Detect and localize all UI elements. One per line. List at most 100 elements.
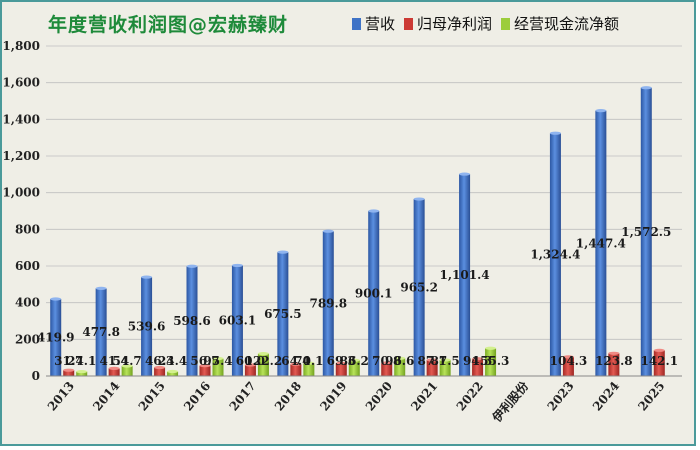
- legend-label-net-profit: 归母净利润: [417, 15, 493, 33]
- x-tick-label: 2023: [545, 379, 577, 414]
- data-label-cash-flow: 95.4: [203, 354, 232, 368]
- bar-cap-net-profit: [608, 351, 620, 355]
- y-tick-label: 1,600: [2, 76, 40, 90]
- bar-revenue: [322, 231, 334, 376]
- bar-cap-net-profit: [472, 357, 484, 361]
- bar-cash-flow: [212, 358, 224, 376]
- data-label-net-profit: 70.8: [372, 354, 401, 368]
- data-label-revenue: 789.8: [309, 297, 347, 311]
- legend-label-cash-flow: 经营现金流净额: [514, 15, 620, 33]
- data-label-net-profit: 56.7: [190, 354, 219, 368]
- bar-cap-cash-flow: [439, 358, 451, 362]
- bar-cap-revenue: [459, 172, 471, 176]
- data-label-revenue: 1,101.4: [440, 268, 490, 282]
- data-label-net-profit: 60.0: [236, 354, 265, 368]
- bar-cap-revenue: [322, 229, 334, 233]
- data-label-cash-flow: 155.3: [472, 354, 510, 368]
- bar-cap-revenue: [368, 209, 380, 213]
- bar-cap-net-profit: [653, 348, 665, 352]
- legend-label-revenue: 营收: [365, 15, 396, 33]
- bar-cap-net-profit: [108, 366, 120, 371]
- bar-cash-flow: [167, 371, 179, 376]
- bar-net-profit: [244, 365, 256, 376]
- bar-net-profit: [426, 360, 438, 376]
- x-tick-label: 2025: [635, 379, 667, 414]
- data-label-revenue: 419.9: [37, 331, 75, 345]
- bar-cash-flow: [121, 365, 133, 376]
- bar-cap-net-profit: [426, 358, 438, 362]
- bar-net-profit: [381, 363, 393, 376]
- data-label-net-profit: 123.8: [595, 354, 633, 368]
- data-label-revenue: 598.6: [173, 314, 211, 328]
- data-label-net-profit: 31.7: [54, 354, 83, 368]
- bar-net-profit: [108, 368, 120, 376]
- chart-legend: 营收 归母净利润 经营现金流净额: [352, 13, 628, 34]
- bar-cap-net-profit: [562, 355, 574, 359]
- bar-net-profit: [199, 365, 211, 376]
- x-tick-label: 2015: [136, 379, 168, 414]
- bar-cap-cash-flow: [257, 351, 269, 356]
- y-tick-label: 400: [15, 296, 40, 310]
- data-label-cash-flow: 87.5: [431, 354, 460, 368]
- data-label-revenue: 603.1: [219, 314, 257, 328]
- data-labels: 419.931.724.1477.841.454.7539.646.324.45…: [37, 225, 678, 368]
- data-label-net-profit: 64.4: [281, 354, 310, 368]
- data-label-net-profit: 87.1: [418, 354, 447, 368]
- legend-item-revenue: 营收: [352, 13, 395, 34]
- data-label-net-profit: 41.4: [100, 354, 129, 368]
- bar-revenue: [413, 199, 425, 376]
- bar-net-profit: [335, 363, 347, 376]
- bar-cap-revenue: [50, 297, 62, 301]
- bar-cap-cash-flow: [348, 358, 360, 362]
- x-tick-label: 2024: [590, 379, 622, 414]
- legend-item-cash-flow: 经营现金流净额: [501, 13, 619, 34]
- bar-revenue: [549, 133, 561, 376]
- bar-cap-cash-flow: [303, 361, 315, 365]
- bar-cap-net-profit: [63, 368, 75, 372]
- bar-revenue: [368, 210, 380, 376]
- data-label-cash-flow: 54.7: [113, 354, 142, 368]
- x-tick-label: 2019: [317, 379, 349, 414]
- y-tick-label: 600: [15, 259, 40, 273]
- y-tick-label: 1,800: [2, 39, 40, 53]
- bar-revenue: [50, 299, 62, 376]
- bar-cap-net-profit: [381, 361, 393, 365]
- bar-revenue: [186, 266, 198, 376]
- bar-cap-revenue: [141, 275, 153, 279]
- y-tick-label: 800: [15, 222, 40, 236]
- bar-cash-flow: [348, 360, 360, 376]
- bar-cap-revenue: [595, 109, 607, 113]
- x-tick-label: 2014: [90, 379, 122, 414]
- bar-cap-cash-flow: [485, 346, 497, 350]
- data-label-net-profit: 46.3: [145, 354, 174, 368]
- bar-cap-net-profit: [335, 361, 347, 365]
- bar-revenue: [459, 174, 471, 376]
- bar-revenue: [640, 87, 652, 376]
- data-label-cash-flow: 24.1: [67, 354, 96, 368]
- data-label-cash-flow: 86.2: [340, 354, 369, 368]
- bar-net-profit: [472, 358, 484, 376]
- bar-cap-revenue: [186, 264, 198, 268]
- bar-cap-revenue: [549, 131, 561, 135]
- data-label-cash-flow: 70.1: [294, 354, 323, 368]
- bar-cap-revenue: [413, 197, 425, 201]
- x-tick-label: 2017: [227, 379, 259, 414]
- data-label-revenue: 675.5: [264, 307, 302, 321]
- bar-net-profit: [653, 350, 665, 376]
- bars: [50, 86, 665, 376]
- bar-net-profit: [608, 353, 620, 376]
- data-label-revenue: 900.1: [355, 286, 393, 300]
- bar-cap-cash-flow: [167, 369, 179, 374]
- data-label-cash-flow: 24.4: [158, 354, 187, 368]
- data-label-revenue: 477.8: [82, 325, 120, 339]
- x-tick-label: 伊利股份: [488, 378, 532, 426]
- bar-cap-revenue: [277, 250, 289, 254]
- bar-cap-net-profit: [290, 362, 302, 366]
- data-label-revenue: 1,447.4: [576, 236, 626, 250]
- bar-cap-revenue: [640, 86, 652, 90]
- bar-revenue: [141, 277, 153, 376]
- bar-cap-net-profit: [154, 365, 166, 370]
- y-tick-label: 1,400: [2, 112, 40, 126]
- data-label-revenue: 539.6: [128, 320, 166, 334]
